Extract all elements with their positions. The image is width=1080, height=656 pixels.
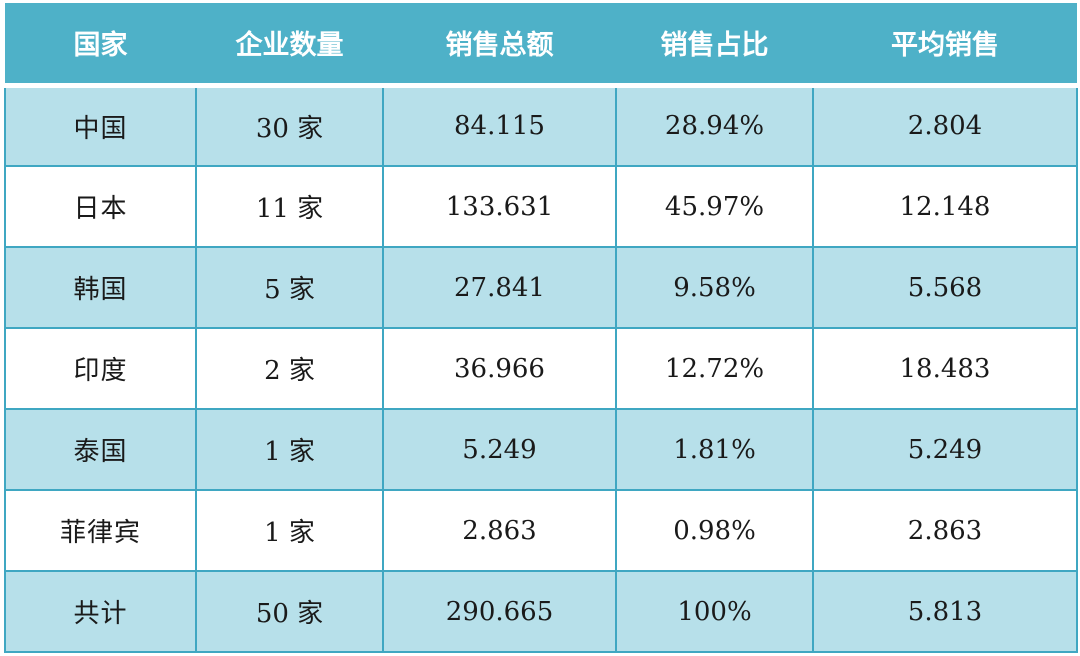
cell-average-sales: 2.804: [812, 84, 1078, 167]
table-total-row: 共计 50 家 290.665 100% 5.813: [4, 570, 1078, 653]
cell-company-count: 2 家: [195, 327, 384, 410]
table-row: 日本 11 家 133.631 45.97% 12.148: [4, 165, 1078, 248]
cell-average-sales: 2.863: [812, 489, 1078, 572]
sales-table-container: 国家 企业数量 销售总额 销售占比 平均销售 中国 30 家 84.115 28…: [4, 3, 1078, 653]
cell-sales-share: 0.98%: [615, 489, 814, 572]
sales-table: 国家 企业数量 销售总额 销售占比 平均销售 中国 30 家 84.115 28…: [4, 3, 1078, 653]
cell-total-sales: 27.841: [382, 246, 617, 329]
cell-country: 泰国: [4, 408, 197, 491]
cell-company-count: 30 家: [195, 84, 384, 167]
header-company-count: 企业数量: [196, 3, 383, 88]
cell-average-sales: 18.483: [812, 327, 1078, 410]
cell-company-count: 50 家: [195, 570, 384, 653]
cell-average-sales: 5.813: [812, 570, 1078, 653]
cell-country: 韩国: [4, 246, 197, 329]
table-row: 韩国 5 家 27.841 9.58% 5.568: [4, 246, 1078, 329]
header-sales-share: 销售占比: [616, 3, 813, 88]
cell-country: 菲律宾: [4, 489, 197, 572]
cell-total-sales: 133.631: [382, 165, 617, 248]
header-average-sales: 平均销售: [813, 3, 1077, 88]
cell-total-sales: 2.863: [382, 489, 617, 572]
table-header-row: 国家 企业数量 销售总额 销售占比 平均销售: [5, 3, 1077, 88]
cell-average-sales: 5.249: [812, 408, 1078, 491]
cell-total-sales: 84.115: [382, 84, 617, 167]
cell-country: 中国: [4, 84, 197, 167]
header-country: 国家: [5, 3, 196, 88]
header-total-sales: 销售总额: [383, 3, 616, 88]
cell-sales-share: 12.72%: [615, 327, 814, 410]
table-row: 中国 30 家 84.115 28.94% 2.804: [4, 84, 1078, 167]
cell-company-count: 5 家: [195, 246, 384, 329]
cell-sales-share: 1.81%: [615, 408, 814, 491]
cell-company-count: 11 家: [195, 165, 384, 248]
cell-company-count: 1 家: [195, 408, 384, 491]
cell-total-sales: 36.966: [382, 327, 617, 410]
cell-sales-share: 28.94%: [615, 84, 814, 167]
cell-average-sales: 12.148: [812, 165, 1078, 248]
cell-sales-share: 45.97%: [615, 165, 814, 248]
cell-country: 日本: [4, 165, 197, 248]
table-row: 菲律宾 1 家 2.863 0.98% 2.863: [4, 489, 1078, 572]
cell-country: 印度: [4, 327, 197, 410]
table-row: 泰国 1 家 5.249 1.81% 5.249: [4, 408, 1078, 491]
cell-total-label: 共计: [4, 570, 197, 653]
cell-sales-share: 9.58%: [615, 246, 814, 329]
table-row: 印度 2 家 36.966 12.72% 18.483: [4, 327, 1078, 410]
cell-company-count: 1 家: [195, 489, 384, 572]
cell-total-sales: 290.665: [382, 570, 617, 653]
cell-total-sales: 5.249: [382, 408, 617, 491]
cell-sales-share: 100%: [615, 570, 814, 653]
cell-average-sales: 5.568: [812, 246, 1078, 329]
